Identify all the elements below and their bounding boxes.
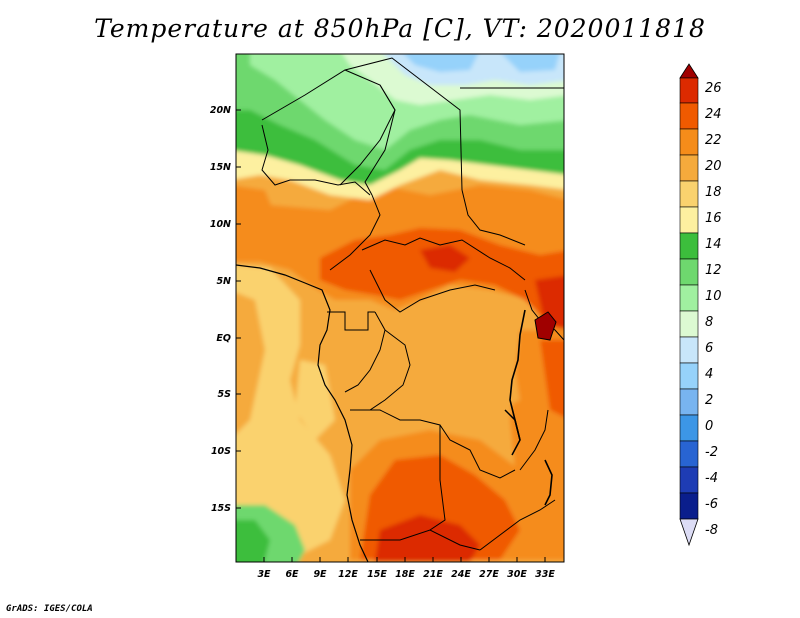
border-angola-zambia xyxy=(429,425,446,531)
colorbar-swatch xyxy=(679,258,699,286)
lake-tanganyika xyxy=(504,409,521,456)
border-nigeria-cameroon xyxy=(329,194,381,271)
colorbar-arrow-bottom xyxy=(679,518,699,547)
border-car-south xyxy=(369,269,496,313)
lat-label: 5S xyxy=(218,389,232,400)
border-eq-guinea xyxy=(327,311,375,331)
colorbar-label: -8 xyxy=(705,523,718,538)
field-gabon-18 xyxy=(295,360,335,440)
colorbar-label: 0 xyxy=(705,419,713,434)
colorbar-arrow-top xyxy=(679,63,699,79)
field-south-26 xyxy=(375,515,480,562)
colorbar-label: 14 xyxy=(705,237,722,252)
field-west-18 xyxy=(236,265,345,562)
colorbar-swatch xyxy=(679,310,699,338)
lon-label: 27E xyxy=(479,569,499,580)
colorbar-label: 20 xyxy=(705,159,722,174)
temperature-field xyxy=(236,54,564,562)
field-north-4b xyxy=(502,54,560,72)
field-central-26 xyxy=(420,245,470,272)
border-zambia-south xyxy=(479,499,556,551)
colorbar-swatch xyxy=(679,414,699,442)
colorbar-label: 18 xyxy=(705,185,722,200)
field-westafrica-22 xyxy=(236,185,275,260)
colorbar-label: 4 xyxy=(705,367,713,382)
colorbar-swatch xyxy=(679,232,699,260)
footer-credit: GrADS: IGES/COLA xyxy=(6,604,93,614)
lon-label: 30E xyxy=(507,569,527,580)
lon-label: 3E xyxy=(257,569,271,580)
colorbar-label: -2 xyxy=(705,445,718,460)
lon-label: 33E xyxy=(535,569,555,580)
colorbar-label: 16 xyxy=(705,211,722,226)
field-namib-14 xyxy=(236,520,270,562)
border-car-north xyxy=(361,237,526,281)
lat-label: EQ xyxy=(216,333,231,344)
lake-victoria xyxy=(534,311,557,341)
border-sahel xyxy=(261,124,371,196)
lat-label: 15N xyxy=(210,162,231,173)
colorbar: 26 24 22 20 18 16 14 12 10 8 6 4 2 0 -2 … xyxy=(679,63,722,547)
colorbar-swatch xyxy=(679,466,699,494)
colorbar-swatch xyxy=(679,336,699,364)
field-west-20 xyxy=(236,292,265,434)
colorbar-swatch xyxy=(679,206,699,234)
coastline-west xyxy=(236,264,369,562)
lat-label: 15S xyxy=(211,503,231,514)
border-libya-chad xyxy=(344,57,463,191)
colorbar-label: -4 xyxy=(705,471,718,486)
colorbar-swatch xyxy=(679,362,699,390)
colorbar-label: 8 xyxy=(705,315,713,330)
colorbar-label: 2 xyxy=(705,393,713,408)
boundary-lines xyxy=(236,57,564,562)
colorbar-label: 22 xyxy=(705,133,722,148)
border-niger-chad xyxy=(364,84,396,196)
colorbar-label: 12 xyxy=(705,263,722,278)
colorbar-swatch xyxy=(679,492,699,520)
field-east-26 xyxy=(535,275,564,329)
lake-malawi xyxy=(544,459,553,506)
lon-axis: 3E 6E 9E 12E 15E 18E 21E 24E 27E 30E 33E xyxy=(257,557,555,580)
field-central-24 xyxy=(320,228,564,328)
colorbar-swatch xyxy=(679,284,699,312)
field-basin-20 xyxy=(400,320,520,420)
colorbar-label: 6 xyxy=(705,341,713,356)
border-namibia-angola xyxy=(360,529,481,551)
colorbar-swatch xyxy=(679,128,699,156)
lat-label: 10S xyxy=(211,446,231,457)
border-angola-drc xyxy=(350,409,516,479)
lat-label: 5N xyxy=(216,276,231,287)
lon-label: 6E xyxy=(285,569,299,580)
lat-axis: 20N 15N 10N 5N EQ 5S 10S 15S xyxy=(210,105,241,514)
border-tanzania xyxy=(519,409,549,471)
chart-title: Temperature at 850hPa [C], VT: 202001181… xyxy=(94,14,706,43)
lon-label: 18E xyxy=(395,569,415,580)
lon-label: 15E xyxy=(367,569,387,580)
lon-label: 9E xyxy=(313,569,327,580)
lat-label: 20N xyxy=(210,105,231,116)
field-east-24 xyxy=(540,340,564,417)
lon-label: 12E xyxy=(338,569,358,580)
colorbar-label: -6 xyxy=(705,497,718,512)
colorbar-swatch xyxy=(679,77,699,104)
field-north-4 xyxy=(404,54,478,72)
colorbar-swatch xyxy=(679,388,699,416)
colorbar-swatch xyxy=(679,154,699,182)
colorbar-swatch xyxy=(679,440,699,468)
colorbar-label: 24 xyxy=(705,107,722,122)
lon-label: 21E xyxy=(423,569,443,580)
lat-label: 10N xyxy=(210,219,231,230)
map-frame xyxy=(235,53,565,563)
colorbar-label: 10 xyxy=(705,289,722,304)
colorbar-swatch xyxy=(679,180,699,208)
border-congo-gabon xyxy=(344,311,386,393)
colorbar-label: 26 xyxy=(705,81,722,96)
border-sudan-chad xyxy=(461,189,526,246)
colorbar-swatch xyxy=(679,102,699,130)
lon-label: 24E xyxy=(451,569,471,580)
